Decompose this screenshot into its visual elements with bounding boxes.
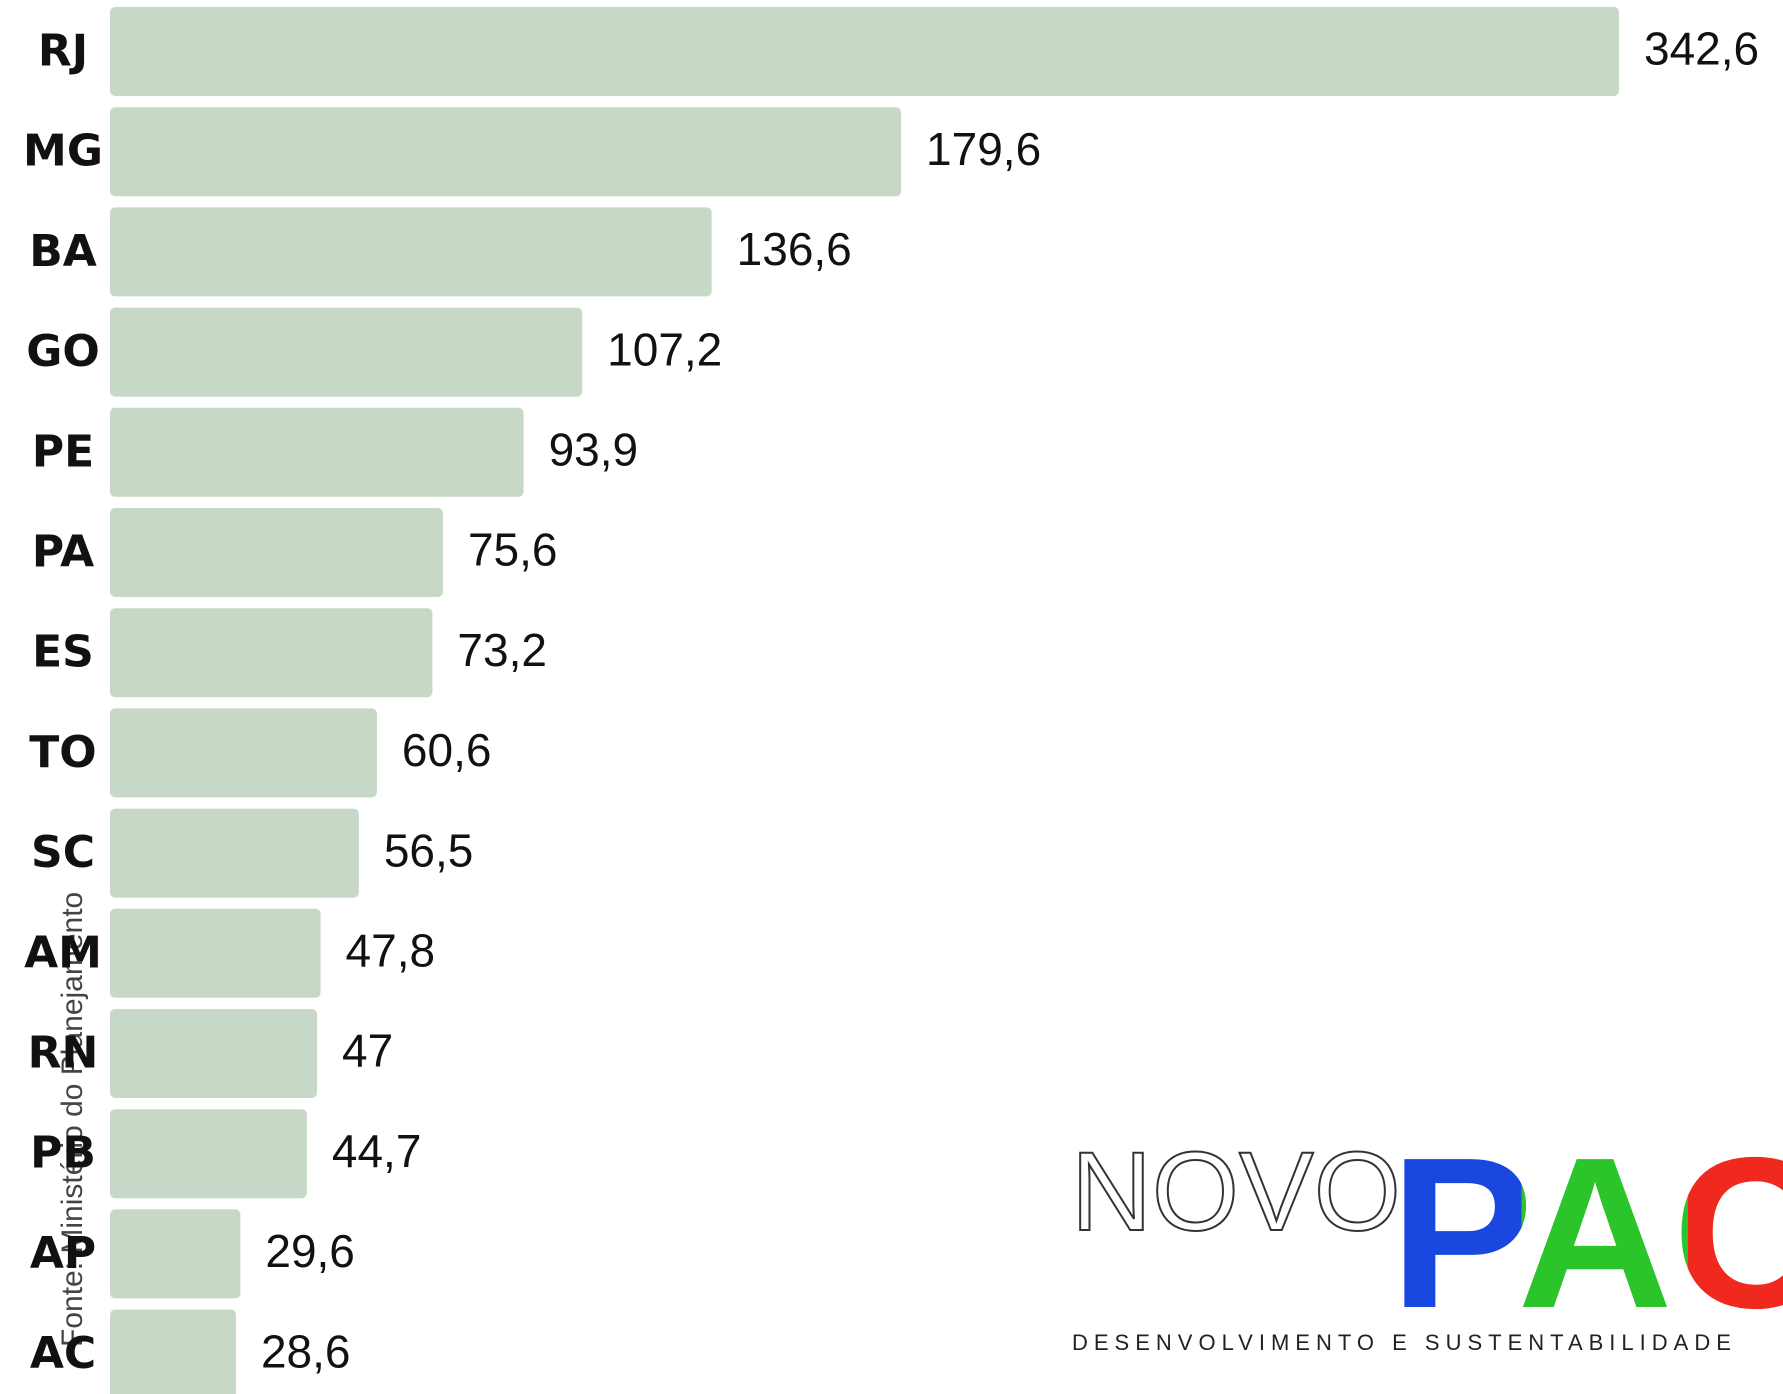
category-label: ES [32, 627, 94, 678]
category-label: GO [26, 326, 100, 377]
bar [110, 708, 377, 798]
category-label: SC [31, 827, 95, 878]
value-label: 93,9 [549, 423, 639, 475]
logo-pac: PAC [1390, 1112, 1783, 1353]
bar [110, 1309, 236, 1394]
value-label: 29,6 [265, 1225, 355, 1277]
bar [110, 207, 712, 297]
value-label: 47,8 [346, 924, 436, 976]
category-label: AP [30, 1228, 96, 1279]
bar [110, 608, 433, 698]
bar [110, 1109, 307, 1199]
source-note: Fonte: Ministério do Planejamento [56, 892, 89, 1347]
value-label: 136,6 [737, 223, 852, 275]
value-label: 179,6 [926, 123, 1041, 175]
category-label: AC [30, 1328, 96, 1379]
logo-tagline: DESENVOLVIMENTO E SUSTENTABILIDADE [1072, 1330, 1737, 1355]
value-label: 73,2 [457, 624, 547, 676]
logo-novo: NOVO [1071, 1129, 1401, 1254]
bar [110, 508, 443, 597]
value-label: 28,6 [261, 1325, 351, 1377]
bar [110, 1209, 241, 1299]
value-label: 47 [342, 1025, 393, 1077]
value-label: 342,6 [1644, 23, 1759, 75]
category-label: RJ [38, 26, 88, 77]
category-label: PB [30, 1128, 96, 1179]
category-label: BA [29, 226, 97, 277]
value-label: 44,7 [332, 1125, 422, 1177]
value-label: 56,5 [384, 824, 474, 876]
category-label: MG [23, 126, 103, 177]
bar [110, 307, 583, 397]
value-label: 107,2 [607, 323, 722, 375]
bar [110, 1009, 318, 1098]
bar [110, 908, 321, 998]
value-label: 75,6 [468, 524, 558, 576]
bar [110, 107, 902, 197]
bar [110, 7, 1619, 96]
category-label: RN [28, 1028, 99, 1079]
bar [110, 407, 524, 497]
category-label: TO [29, 727, 96, 778]
category-label: PE [32, 426, 94, 477]
value-label: 60,6 [402, 724, 492, 776]
category-label: AM [24, 927, 102, 978]
bar [110, 808, 359, 898]
category-label: PA [32, 527, 94, 578]
